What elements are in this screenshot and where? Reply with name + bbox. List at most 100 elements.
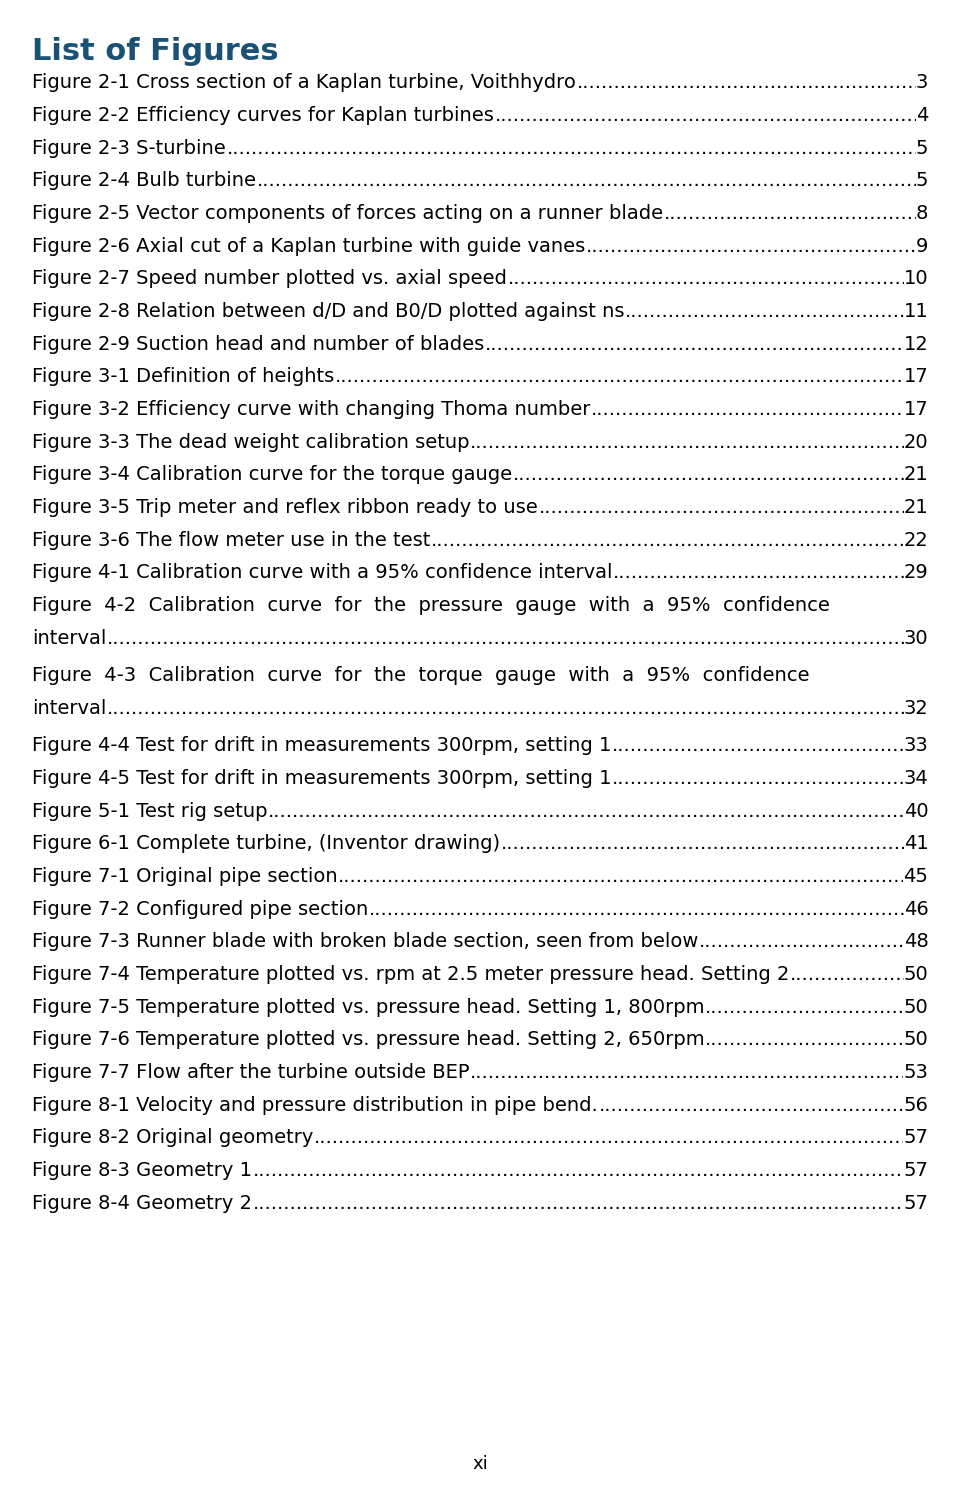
Text: Figure 7-2 Configured pipe section: Figure 7-2 Configured pipe section: [32, 900, 368, 918]
Text: ................................................................................: ........................................…: [470, 1064, 960, 1082]
Text: List of Figures: List of Figures: [32, 37, 278, 66]
Text: ................................................................................: ........................................…: [431, 530, 960, 550]
Text: Figure 2-5 Vector components of forces acting on a runner blade: Figure 2-5 Vector components of forces a…: [32, 204, 662, 223]
Text: ................................................................................: ........................................…: [663, 204, 960, 223]
Text: ................................................................................: ........................................…: [790, 965, 960, 984]
Text: 57: 57: [903, 1128, 928, 1147]
Text: Figure 7-3 Runner blade with broken blade section, seen from below: Figure 7-3 Runner blade with broken blad…: [32, 932, 698, 951]
Text: 20: 20: [903, 433, 928, 451]
Text: interval: interval: [32, 629, 106, 647]
Text: 57: 57: [903, 1194, 928, 1212]
Text: Figure 8-3 Geometry 1: Figure 8-3 Geometry 1: [32, 1161, 252, 1180]
Text: Figure 2-8 Relation between d/D and B0/D plotted against ns: Figure 2-8 Relation between d/D and B0/D…: [32, 303, 624, 321]
Text: ................................................................................: ........................................…: [494, 106, 960, 124]
Text: 11: 11: [903, 303, 928, 321]
Text: ................................................................................: ........................................…: [470, 433, 960, 451]
Text: Figure 2-7 Speed number plotted vs. axial speed: Figure 2-7 Speed number plotted vs. axia…: [32, 270, 507, 288]
Text: Figure 2-4 Bulb turbine: Figure 2-4 Bulb turbine: [32, 171, 255, 190]
Text: interval: interval: [32, 698, 106, 718]
Text: Figure  4-3  Calibration  curve  for  the  torque  gauge  with  a  95%  confiden: Figure 4-3 Calibration curve for the tor…: [32, 667, 809, 685]
Text: 10: 10: [903, 270, 928, 288]
Text: Figure 8-1 Velocity and pressure distribution in pipe bend.: Figure 8-1 Velocity and pressure distrib…: [32, 1095, 597, 1115]
Text: Figure 7-6 Temperature plotted vs. pressure head. Setting 2, 650rpm: Figure 7-6 Temperature plotted vs. press…: [32, 1031, 705, 1049]
Text: ................................................................................: ........................................…: [612, 737, 960, 755]
Text: 48: 48: [903, 932, 928, 951]
Text: 3: 3: [916, 73, 928, 93]
Text: 46: 46: [903, 900, 928, 918]
Text: Figure 2-6 Axial cut of a Kaplan turbine with guide vanes: Figure 2-6 Axial cut of a Kaplan turbine…: [32, 237, 585, 256]
Text: 34: 34: [903, 768, 928, 788]
Text: ................................................................................: ........................................…: [586, 237, 960, 256]
Text: Figure 2-3 S-turbine: Figure 2-3 S-turbine: [32, 139, 226, 157]
Text: Figure 2-9 Suction head and number of blades: Figure 2-9 Suction head and number of bl…: [32, 334, 484, 354]
Text: ................................................................................: ........................................…: [625, 303, 960, 321]
Text: 17: 17: [903, 400, 928, 419]
Text: 56: 56: [903, 1095, 928, 1115]
Text: 22: 22: [903, 530, 928, 550]
Text: 9: 9: [916, 237, 928, 256]
Text: ................................................................................: ........................................…: [335, 367, 960, 386]
Text: 21: 21: [903, 466, 928, 484]
Text: 5: 5: [916, 171, 928, 190]
Text: Figure 3-1 Definition of heights: Figure 3-1 Definition of heights: [32, 367, 334, 386]
Text: ................................................................................: ........................................…: [268, 801, 960, 821]
Text: Figure 8-2 Original geometry: Figure 8-2 Original geometry: [32, 1128, 313, 1147]
Text: 50: 50: [903, 1031, 928, 1049]
Text: Figure 2-2 Efficiency curves for Kaplan turbines: Figure 2-2 Efficiency curves for Kaplan …: [32, 106, 493, 124]
Text: Figure  4-2  Calibration  curve  for  the  pressure  gauge  with  a  95%  confid: Figure 4-2 Calibration curve for the pre…: [32, 596, 829, 614]
Text: Figure 3-3 The dead weight calibration setup: Figure 3-3 The dead weight calibration s…: [32, 433, 469, 451]
Text: Figure 8-4 Geometry 2: Figure 8-4 Geometry 2: [32, 1194, 252, 1212]
Text: Figure 4-1 Calibration curve with a 95% confidence interval: Figure 4-1 Calibration curve with a 95% …: [32, 563, 612, 583]
Text: ................................................................................: ........................................…: [256, 171, 960, 190]
Text: 57: 57: [903, 1161, 928, 1180]
Text: 4: 4: [916, 106, 928, 124]
Text: Figure 5-1 Test rig setup: Figure 5-1 Test rig setup: [32, 801, 267, 821]
Text: ................................................................................: ........................................…: [108, 698, 960, 718]
Text: 21: 21: [903, 497, 928, 517]
Text: ................................................................................: ........................................…: [612, 768, 960, 788]
Text: Figure 3-4 Calibration curve for the torque gauge: Figure 3-4 Calibration curve for the tor…: [32, 466, 512, 484]
Text: ................................................................................: ........................................…: [338, 867, 960, 885]
Text: Figure 7-7 Flow after the turbine outside BEP: Figure 7-7 Flow after the turbine outsid…: [32, 1064, 469, 1082]
Text: ................................................................................: ........................................…: [108, 629, 960, 647]
Text: 17: 17: [903, 367, 928, 386]
Text: 29: 29: [903, 563, 928, 583]
Text: 33: 33: [903, 737, 928, 755]
Text: 32: 32: [903, 698, 928, 718]
Text: Figure 7-1 Original pipe section: Figure 7-1 Original pipe section: [32, 867, 337, 885]
Text: ................................................................................: ........................................…: [598, 1095, 960, 1115]
Text: ................................................................................: ........................................…: [513, 466, 960, 484]
Text: ................................................................................: ........................................…: [706, 1031, 960, 1049]
Text: 30: 30: [903, 629, 928, 647]
Text: ................................................................................: ........................................…: [227, 139, 960, 157]
Text: ................................................................................: ........................................…: [252, 1194, 960, 1212]
Text: 5: 5: [916, 139, 928, 157]
Text: 41: 41: [903, 834, 928, 854]
Text: Figure 3-5 Trip meter and reflex ribbon ready to use: Figure 3-5 Trip meter and reflex ribbon …: [32, 497, 538, 517]
Text: 50: 50: [903, 998, 928, 1017]
Text: ................................................................................: ........................................…: [577, 73, 960, 93]
Text: ................................................................................: ........................................…: [706, 998, 960, 1017]
Text: Figure 4-4 Test for drift in measurements 300rpm, setting 1: Figure 4-4 Test for drift in measurement…: [32, 737, 612, 755]
Text: 8: 8: [916, 204, 928, 223]
Text: 53: 53: [903, 1064, 928, 1082]
Text: 50: 50: [903, 965, 928, 984]
Text: ................................................................................: ........................................…: [613, 563, 960, 583]
Text: xi: xi: [472, 1455, 488, 1473]
Text: Figure 7-5 Temperature plotted vs. pressure head. Setting 1, 800rpm: Figure 7-5 Temperature plotted vs. press…: [32, 998, 705, 1017]
Text: ................................................................................: ........................................…: [369, 900, 960, 918]
Text: Figure 3-6 The flow meter use in the test: Figure 3-6 The flow meter use in the tes…: [32, 530, 430, 550]
Text: 45: 45: [903, 867, 928, 885]
Text: Figure 4-5 Test for drift in measurements 300rpm, setting 1: Figure 4-5 Test for drift in measurement…: [32, 768, 612, 788]
Text: ................................................................................: ........................................…: [485, 334, 960, 354]
Text: ................................................................................: ........................................…: [252, 1161, 960, 1180]
Text: Figure 6-1 Complete turbine, (Inventor drawing): Figure 6-1 Complete turbine, (Inventor d…: [32, 834, 500, 854]
Text: ................................................................................: ........................................…: [508, 270, 960, 288]
Text: ................................................................................: ........................................…: [539, 497, 960, 517]
Text: ................................................................................: ........................................…: [591, 400, 960, 419]
Text: 40: 40: [903, 801, 928, 821]
Text: 12: 12: [903, 334, 928, 354]
Text: Figure 7-4 Temperature plotted vs. rpm at 2.5 meter pressure head. Setting 2: Figure 7-4 Temperature plotted vs. rpm a…: [32, 965, 789, 984]
Text: Figure 3-2 Efficiency curve with changing Thoma number: Figure 3-2 Efficiency curve with changin…: [32, 400, 590, 419]
Text: ................................................................................: ........................................…: [501, 834, 960, 854]
